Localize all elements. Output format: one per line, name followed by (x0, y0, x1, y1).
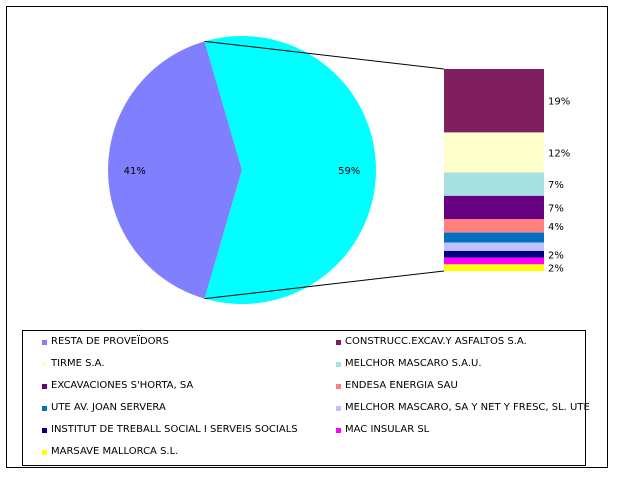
chart-legend: RESTA DE PROVEÏDORS CONSTRUCC.EXCAV.Y ASF… (22, 330, 590, 466)
legend-label: EXCAVACIONES S'HORTA, SA (51, 380, 194, 391)
legend-swatch (336, 405, 341, 411)
bar-segment-5 (444, 232, 544, 243)
bar-segment-7 (444, 250, 544, 258)
legend-swatch (336, 339, 341, 345)
bar-of-pie-chart: 41% 59% 19% 12% 7% 7% 4% 2% 2% (108, 35, 570, 304)
legend-item: INSTITUT DE TREBALL SOCIAL I SERVEIS SOC… (42, 424, 298, 436)
legend-label: MARSAVE MALLORCA S.L. (51, 446, 179, 457)
legend-swatch (42, 361, 47, 367)
bar-label-7: 2% (548, 250, 564, 261)
pie-label-0: 41% (124, 166, 146, 177)
legend-swatch (42, 405, 47, 411)
legend-item: MELCHOR MASCARO S.A.U. (336, 358, 482, 370)
bar-segment-9 (444, 264, 544, 271)
legend-swatch (336, 383, 341, 389)
legend-item: ENDESA ENERGIA SAU (336, 380, 458, 392)
pie-slice-1 (204, 35, 376, 304)
bar-label-0: 19% (548, 97, 570, 108)
legend-item: UTE AV. JOAN SERVERA (42, 402, 166, 414)
legend-item: CONSTRUCC.EXCAV.Y ASFALTOS S.A. (336, 336, 527, 348)
legend-swatch (336, 361, 341, 367)
legend-label: TIRME S.A. (51, 358, 105, 369)
bar-segment-0 (444, 69, 544, 133)
legend-swatch (42, 339, 47, 345)
legend-label: MAC INSULAR SL (345, 424, 430, 435)
pie-slice-0 (108, 41, 243, 299)
legend-swatch (336, 427, 341, 433)
legend-item: MARSAVE MALLORCA S.L. (42, 446, 178, 458)
legend-swatch (42, 383, 47, 389)
legend-label: RESTA DE PROVEÏDORS (51, 336, 169, 347)
bar-segment-1 (444, 132, 544, 173)
legend-label: CONSTRUCC.EXCAV.Y ASFALTOS S.A. (345, 336, 527, 347)
connector-line-top (204, 40, 445, 70)
legend-label: UTE AV. JOAN SERVERA (51, 402, 166, 413)
legend-swatch (42, 427, 47, 433)
connector-line-bottom (204, 270, 445, 300)
bar-label-1: 12% (548, 148, 570, 159)
legend-label: MELCHOR MASCARO, SA Y NET Y FRESC, SL. U… (345, 402, 590, 413)
legend-item: EXCAVACIONES S'HORTA, SA (42, 380, 193, 392)
bar-segment-3 (444, 195, 544, 220)
legend-item: TIRME S.A. (42, 358, 105, 370)
legend-label: ENDESA ENERGIA SAU (345, 380, 458, 391)
legend-label: MELCHOR MASCARO S.A.U. (345, 358, 482, 369)
bar-segment-8 (444, 257, 544, 265)
bar-label-3: 7% (548, 204, 564, 215)
bar-label-4: 4% (548, 222, 564, 233)
bar-label-2: 7% (548, 180, 564, 191)
legend-item: MAC INSULAR SL (336, 424, 429, 436)
bar-segment-4 (444, 219, 544, 233)
legend-swatch (42, 449, 47, 455)
pie-label-1: 59% (338, 166, 360, 177)
legend-label: INSTITUT DE TREBALL SOCIAL I SERVEIS SOC… (51, 424, 298, 435)
bar-segment-2 (444, 172, 544, 196)
bar-label-9: 2% (548, 264, 564, 275)
bar-segment-6 (444, 242, 544, 251)
legend-item: RESTA DE PROVEÏDORS (42, 336, 169, 348)
legend-item: MELCHOR MASCARO, SA Y NET Y FRESC, SL. U… (336, 402, 590, 414)
